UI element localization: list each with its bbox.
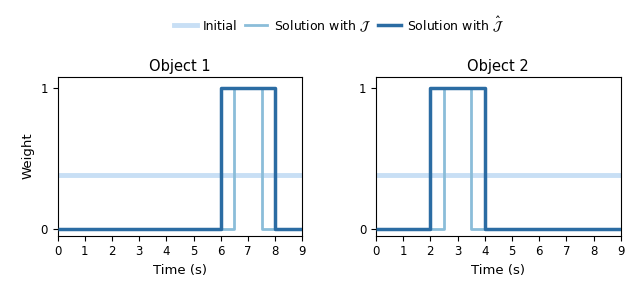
X-axis label: Time (s): Time (s)	[472, 264, 525, 277]
Title: Object 2: Object 2	[467, 59, 529, 74]
Title: Object 1: Object 1	[149, 59, 211, 74]
Y-axis label: Weight: Weight	[22, 133, 35, 179]
Legend: Initial, Solution with $\mathcal{J}$, Solution with $\hat{\mathcal{J}}$: Initial, Solution with $\mathcal{J}$, So…	[169, 9, 509, 39]
X-axis label: Time (s): Time (s)	[153, 264, 207, 277]
